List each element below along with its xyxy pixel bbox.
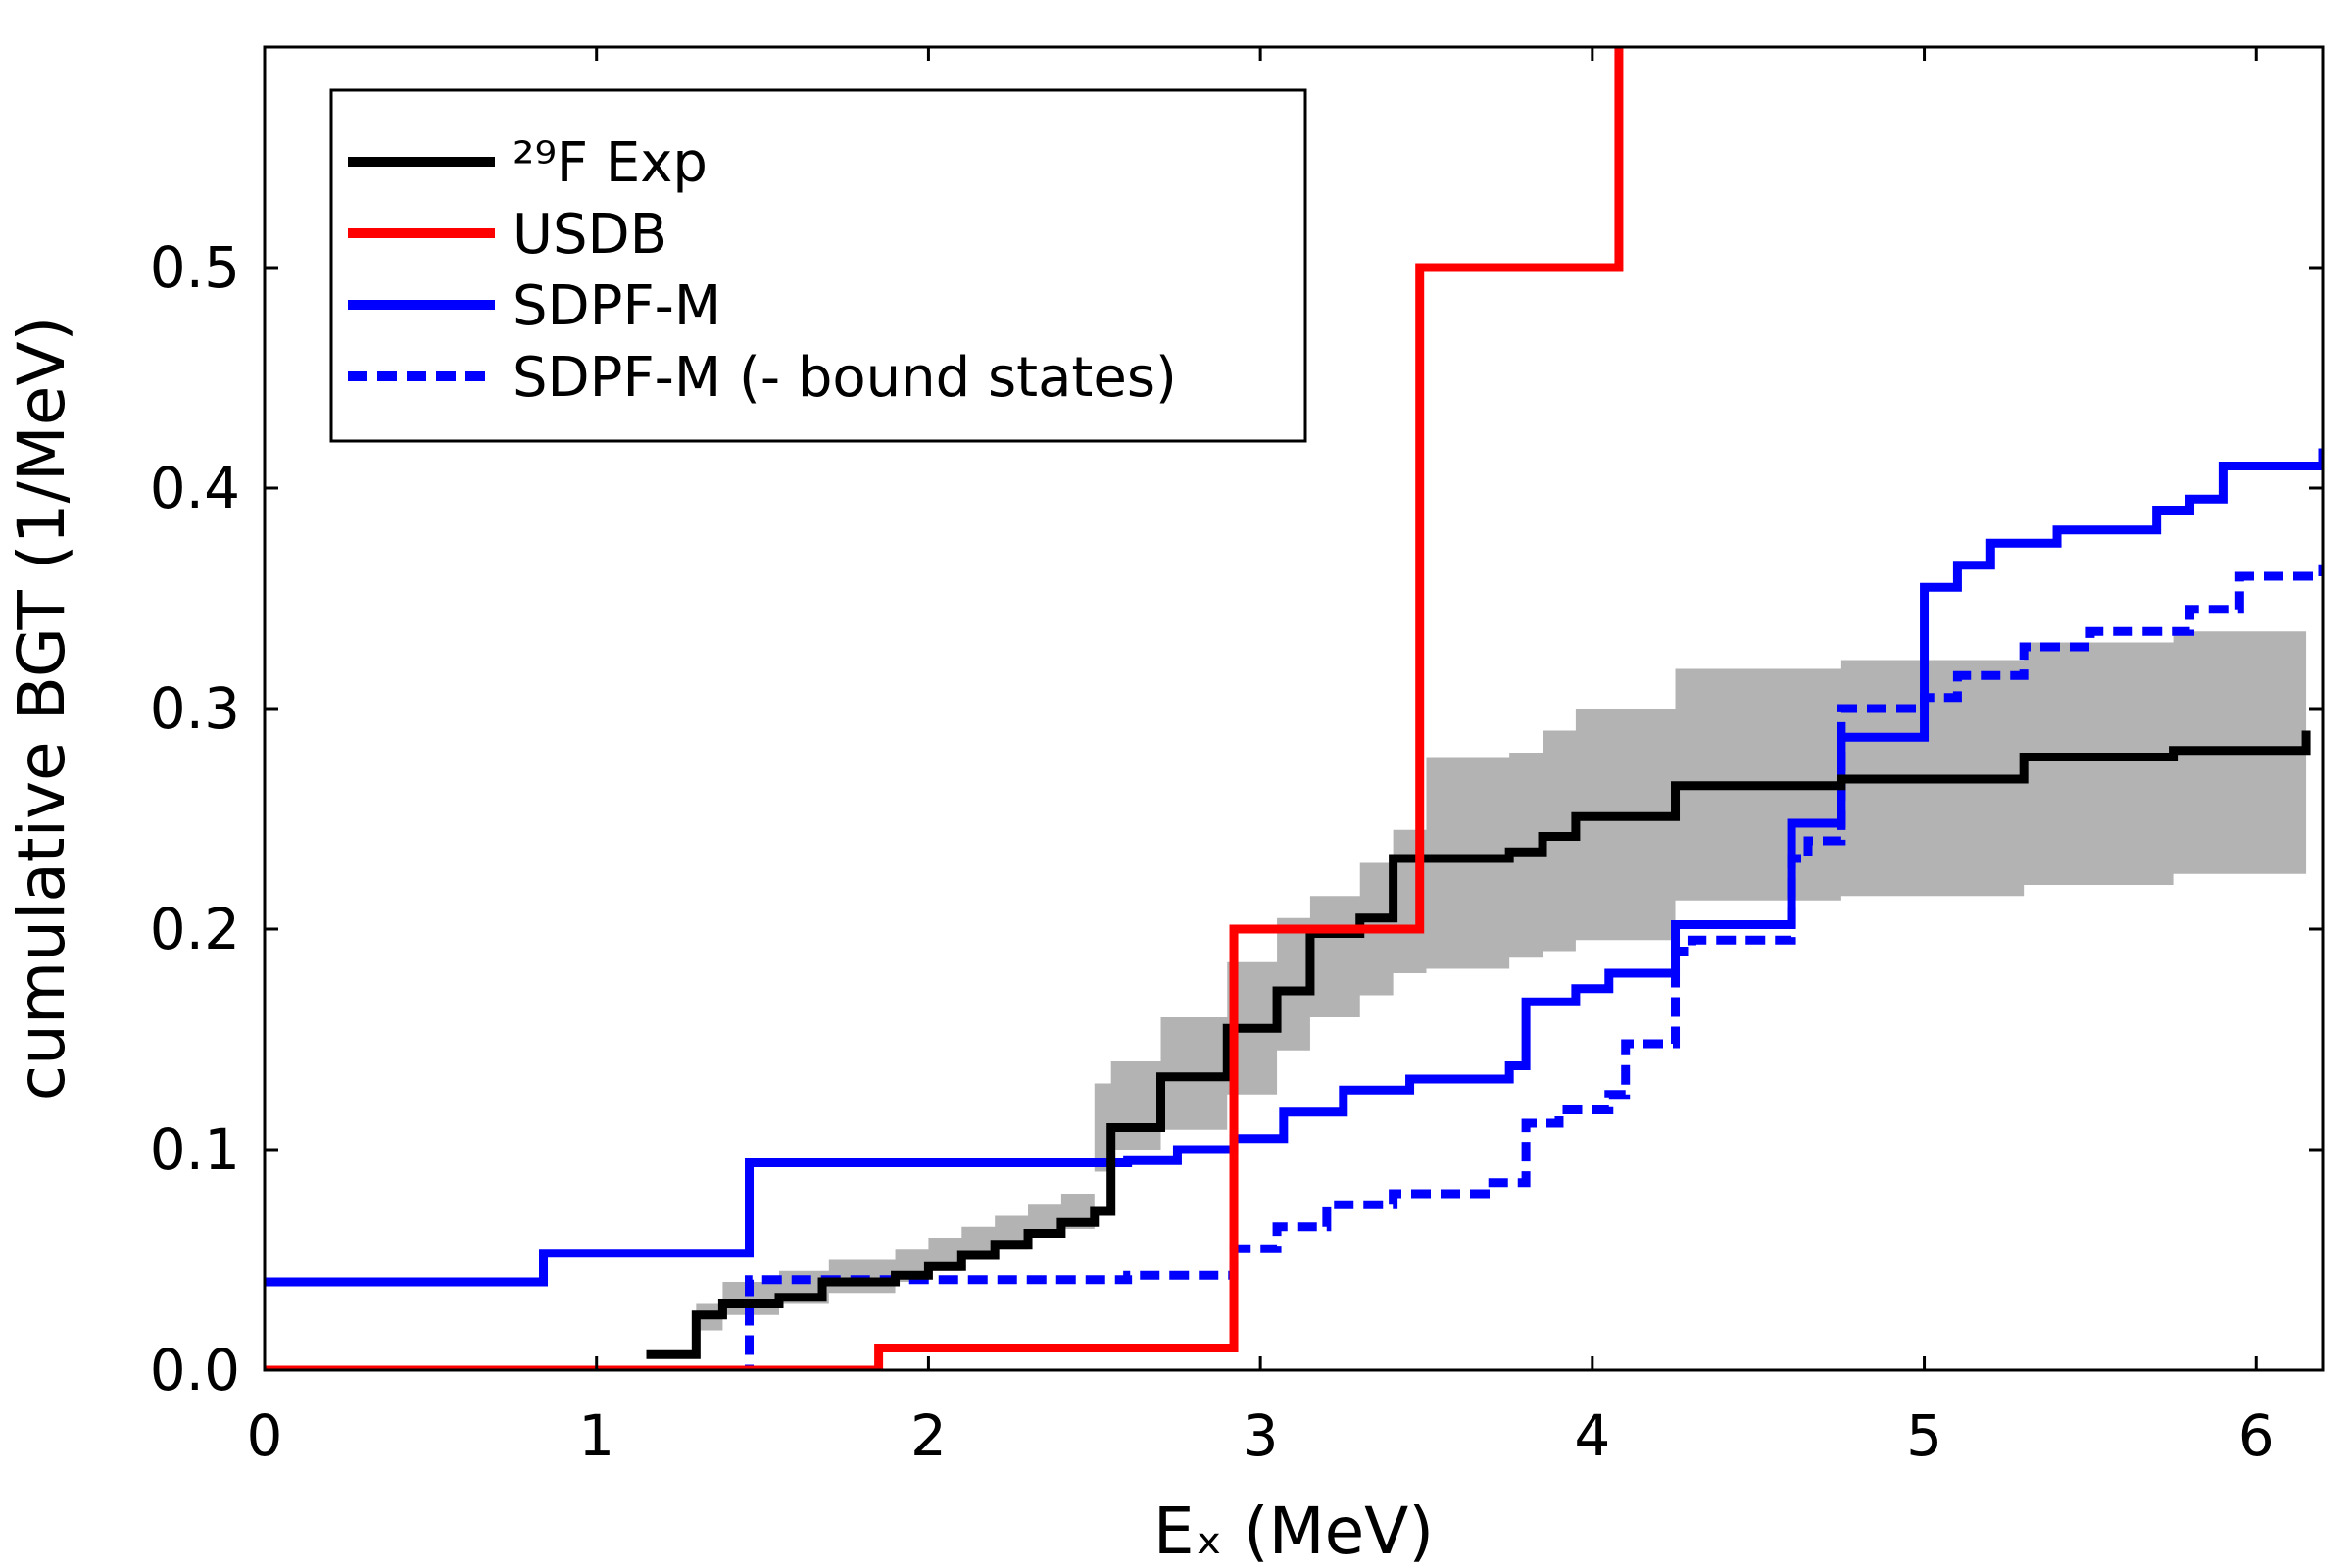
y-tick-label: 0.5 bbox=[150, 234, 240, 301]
legend-label-sdpf-m: SDPF-M bbox=[513, 274, 721, 338]
y-tick-label: 0.1 bbox=[150, 1116, 240, 1183]
legend-label-usdb: USDB bbox=[513, 203, 667, 267]
exp-uncertainty-band bbox=[696, 624, 2307, 1331]
x-tick-label: 0 bbox=[247, 1402, 283, 1469]
x-tick-label: 5 bbox=[1906, 1402, 1942, 1469]
x-tick-label: 6 bbox=[2238, 1402, 2275, 1469]
series-line-sdpf-m bbox=[265, 448, 2323, 1287]
legend-label-sdpf-m-bound-states: SDPF-M (- bound states) bbox=[513, 346, 1177, 410]
x-tick-label: 1 bbox=[578, 1402, 614, 1469]
exp-uncertainty-band-layer bbox=[696, 624, 2307, 1331]
y-tick-label: 0.4 bbox=[150, 455, 240, 521]
y-axis-title: cumulative BGT (1/MeV) bbox=[4, 317, 79, 1102]
y-tick-label: 0.2 bbox=[150, 896, 240, 962]
y-tick-label: 0.3 bbox=[150, 675, 240, 742]
series-line-f-exp bbox=[646, 730, 2311, 1359]
series-layer bbox=[265, 47, 2323, 1370]
x-tick-label: 2 bbox=[910, 1402, 947, 1469]
series-line-usdb bbox=[265, 47, 1624, 1370]
legend-label-f-exp: ²⁹F Exp bbox=[513, 131, 708, 195]
legend: ²⁹F Exp USDB SDPF-M SDPF-M (- bound states) bbox=[329, 88, 1307, 443]
legend-frame bbox=[329, 88, 1307, 443]
y-tick-label: 0.0 bbox=[150, 1337, 240, 1403]
x-tick-label: 4 bbox=[1574, 1402, 1610, 1469]
x-axis-title: Eₓ (MeV) bbox=[1153, 1494, 1434, 1568]
x-tick-label: 3 bbox=[1243, 1402, 1279, 1469]
tick-layer: 0 1 2 3 4 5 6 0.0 0.1 0.2 0.3 0.4 0.5 bbox=[150, 47, 2323, 1469]
series-line-sdpf-m-bound-states bbox=[265, 564, 2323, 1370]
